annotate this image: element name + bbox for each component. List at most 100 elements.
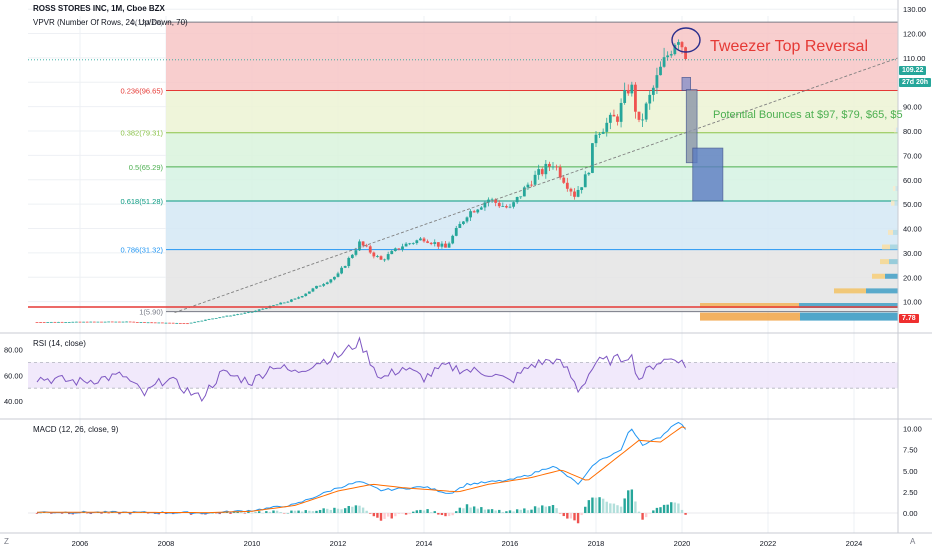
candle-body xyxy=(315,285,318,289)
candle-body xyxy=(254,310,257,312)
time-axis-label: 2006 xyxy=(72,539,89,548)
candle-body xyxy=(469,211,472,218)
fibonacci-lines: 0(124.68) 0.236(96.65) 0.382(79.31) 0.5(65.… xyxy=(120,18,898,317)
macd-histogram-bar xyxy=(498,509,501,513)
candle-body xyxy=(648,94,652,104)
macd-title[interactable]: MACD (12, 26, close, 9) xyxy=(33,425,119,434)
macd-histogram-bar xyxy=(601,498,605,513)
candle-body xyxy=(508,206,512,208)
macd-histogram-bar xyxy=(401,513,404,514)
macd-histogram-bar xyxy=(42,512,46,513)
macd-histogram-bar xyxy=(397,513,401,514)
vpvr-title[interactable]: VPVR (Number Of Rows, 24, Up/Down, 70) xyxy=(33,18,188,27)
candle-body xyxy=(139,322,143,323)
candle-body xyxy=(275,304,279,306)
candle-body xyxy=(64,322,68,323)
candle-body xyxy=(626,89,630,94)
candle-body xyxy=(343,266,347,268)
candle-body xyxy=(100,321,103,323)
macd-histogram-bar xyxy=(530,509,533,513)
rsi-title[interactable]: RSI (14, close) xyxy=(33,339,86,348)
bounces-annotation: Potential Bounces at $97, $79, $65, $5 xyxy=(713,109,903,121)
time-axis-label: 2020 xyxy=(674,539,691,548)
macd-histogram-bar xyxy=(437,513,440,515)
price-axis-label: 30.00 xyxy=(903,249,922,258)
low-price-tag: 7.78 xyxy=(899,314,919,323)
macd-indicator xyxy=(28,421,898,524)
macd-histogram-bar xyxy=(662,504,666,513)
macd-histogram-bar xyxy=(386,513,390,517)
candle-body xyxy=(365,245,369,247)
macd-histogram-bar xyxy=(347,506,350,513)
macd-histogram-bar xyxy=(232,512,236,513)
rsi-line xyxy=(36,336,687,403)
macd-histogram-bar xyxy=(641,513,644,520)
macd-histogram-bar xyxy=(429,512,433,513)
macd-histogram-bar xyxy=(89,513,92,515)
macd-histogram-bar xyxy=(465,504,469,513)
candle-body xyxy=(261,308,265,310)
candle-body xyxy=(426,241,429,243)
candle-body xyxy=(368,246,372,253)
candle-body xyxy=(318,285,322,287)
volume-profile-bar xyxy=(889,259,898,265)
candle-body xyxy=(300,296,304,298)
price-axis-label: 110.00 xyxy=(903,54,925,63)
candle-body xyxy=(211,318,214,320)
time-axis-label: 2014 xyxy=(416,539,433,548)
volume-profile-bar xyxy=(700,312,800,321)
signal-line xyxy=(37,426,686,514)
candle-body xyxy=(207,319,211,320)
macd-histogram-bar xyxy=(587,500,591,513)
macd-histogram-bar xyxy=(290,510,293,513)
macd-histogram-bar xyxy=(684,513,687,515)
fib-zone xyxy=(166,22,898,91)
macd-histogram-bar xyxy=(619,506,623,513)
candle-body xyxy=(193,321,197,323)
candle-body xyxy=(96,321,100,323)
time-axis-label: 2022 xyxy=(760,539,777,548)
candle-body xyxy=(497,202,501,207)
candle-body xyxy=(515,196,519,203)
candle-body xyxy=(505,206,508,208)
timezone-icon[interactable]: Z xyxy=(4,537,9,546)
symbol-title[interactable]: ROSS STORES INC, 1M, Cboe BZX xyxy=(33,4,165,13)
auto-scale-icon[interactable]: A xyxy=(910,537,916,546)
candle-body xyxy=(358,241,361,251)
macd-histogram-bar xyxy=(229,513,232,514)
candle-body xyxy=(565,182,569,189)
candle-body xyxy=(562,177,566,183)
candle-body xyxy=(677,42,680,45)
price-axis-label: 130.00 xyxy=(903,5,926,14)
candle-body xyxy=(361,241,365,246)
fib-zone xyxy=(166,201,898,250)
candle-body xyxy=(530,184,533,186)
chart-overlays xyxy=(28,57,899,314)
macd-histogram-bar xyxy=(293,510,297,513)
tweezer-annotation: Tweezer Top Reversal xyxy=(710,38,868,55)
macd-histogram-bar xyxy=(637,511,641,513)
candle-body xyxy=(196,321,200,323)
macd-histogram-bar xyxy=(680,509,684,513)
macd-histogram-bar xyxy=(630,489,634,513)
price-axis-label: 90.00 xyxy=(903,103,922,112)
macd-histogram-bar xyxy=(447,513,451,517)
macd-histogram-bar xyxy=(358,505,361,513)
macd-histogram-bar xyxy=(383,513,386,519)
macd-histogram-bar xyxy=(412,511,415,513)
candle-body xyxy=(580,187,584,190)
volume-profile-bar xyxy=(872,273,885,279)
candle-body xyxy=(150,322,154,324)
candle-body xyxy=(333,276,336,280)
macd-histogram-bar xyxy=(60,513,64,514)
volume-profile-bar xyxy=(888,229,893,235)
macd-histogram-bar xyxy=(533,506,537,513)
macd-histogram-bar xyxy=(361,507,365,513)
volume-profile-bar xyxy=(882,244,890,250)
candle-body xyxy=(533,174,537,185)
macd-histogram-bar xyxy=(35,513,39,514)
price-axis-label: 70.00 xyxy=(903,151,922,160)
macd-histogram-bar xyxy=(308,510,311,513)
candle-body xyxy=(60,321,64,323)
candle-body xyxy=(544,163,548,175)
